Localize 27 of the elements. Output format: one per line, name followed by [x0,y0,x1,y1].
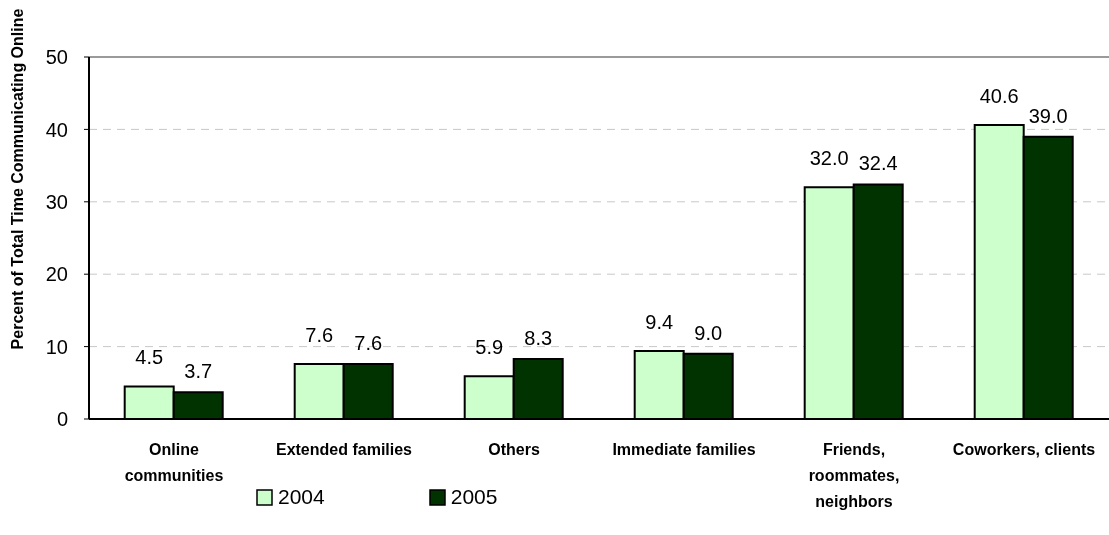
data-label: 32.0 [809,147,849,170]
x-tick-label: Coworkers, clients [952,441,1096,458]
x-tick-label: Immediate families [612,441,756,458]
x-tick-label: Online communities [124,441,224,484]
y-tick-label: 10 [45,335,68,358]
y-tick-label: 40 [45,118,68,141]
data-label: 7.6 [305,323,334,346]
data-label: 39.0 [1028,104,1068,127]
y-tick-label: 0 [56,408,68,431]
y-axis-title: Percent of Total Time Communicating Online [8,8,26,350]
x-tick-label: Others [488,441,540,458]
x-tick-label: Extended families [275,441,413,458]
data-label: 4.5 [135,346,164,369]
data-label: 40.6 [979,85,1019,108]
y-tick-label: 50 [45,46,68,69]
data-label: 32.4 [858,152,898,175]
legend-label: 2004 [278,485,325,509]
data-label: 5.9 [475,336,504,359]
legend-label: 2005 [450,485,498,509]
data-label: 9.0 [694,321,723,344]
data-label: 8.3 [524,326,553,349]
x-tick-label: Friends, roommates, neighbors [808,441,900,510]
y-tick-label: 30 [45,190,68,213]
data-label: 3.7 [184,360,213,383]
data-label: 7.6 [354,331,383,354]
y-tick-label: 20 [45,263,68,286]
data-label: 9.4 [645,310,674,333]
